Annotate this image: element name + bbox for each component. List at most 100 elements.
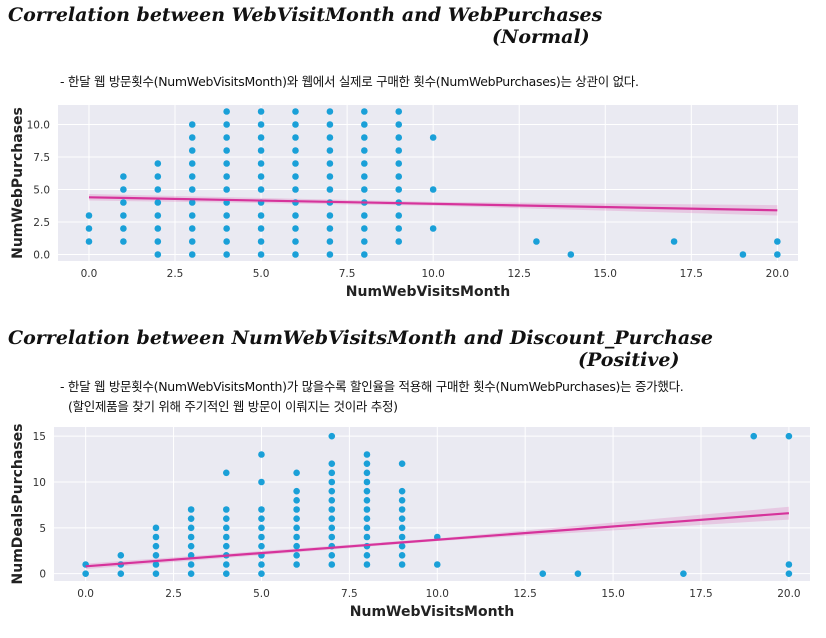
chart2-point [222, 561, 230, 568]
chart1-point [120, 186, 127, 193]
chart1-point [533, 238, 540, 245]
chart2-point [293, 469, 300, 477]
chart2-regression-line [85, 512, 789, 568]
chart1-point [292, 121, 299, 128]
chart2-y-tick-label: 0 [39, 569, 46, 581]
chart2-point [187, 524, 195, 532]
chart2-x-tick-label: 10.0 [426, 588, 449, 600]
chart1-x-tick-label: 0.0 [81, 268, 98, 280]
chart2-point [363, 524, 371, 532]
chart1-point [223, 251, 230, 258]
chart1-point [154, 173, 162, 180]
chart1-point [395, 212, 403, 219]
chart1-x-tick-label: 7.5 [339, 268, 356, 280]
chart1-point [257, 225, 265, 232]
chart2-point [222, 524, 230, 532]
chart2-point [152, 561, 160, 568]
chart1-point [739, 251, 747, 258]
chart2-x-tick-label: 12.5 [513, 588, 536, 600]
chart2-point [328, 497, 336, 504]
chart2-point [328, 533, 336, 541]
chart2-point [363, 515, 371, 522]
chart1-point [670, 238, 678, 245]
chart2-y-tick-label: 5 [39, 523, 46, 535]
chart1-point [567, 251, 575, 258]
chart1-point [292, 160, 299, 167]
chart2-note-line2: (할인제품을 찾기 위해 주기적인 웹 방문이 이뤄지는 것이라 추정) [68, 399, 398, 414]
chart2-point [258, 451, 265, 458]
chart1-point [292, 134, 299, 141]
chart1-point [326, 147, 334, 154]
chart1-point [361, 147, 368, 154]
chart1-point [120, 173, 127, 180]
chart2-point [222, 469, 230, 477]
chart1-y-tick-label: 7.5 [33, 152, 50, 164]
chart2-point [363, 552, 371, 559]
chart2-point [187, 533, 195, 541]
chart1-point [154, 186, 162, 193]
chart1-point [395, 134, 403, 141]
chart2-point [258, 506, 265, 513]
chart1-point [188, 251, 196, 258]
chart2-point [152, 533, 160, 541]
chart2-point [785, 432, 793, 440]
chart2-point [398, 542, 406, 550]
chart1-point [85, 238, 93, 245]
chart2-point [152, 570, 160, 577]
chart2-point [258, 478, 265, 486]
chart1-point [361, 225, 368, 232]
chart1-point [395, 225, 403, 232]
chart2-point [187, 542, 195, 550]
chart2-x-tick-label: 5.0 [253, 588, 270, 600]
chart2-point [328, 506, 336, 513]
chart2-point [258, 515, 265, 522]
chart1-point [395, 147, 403, 154]
chart2-x-tick-label: 2.5 [165, 588, 182, 600]
chart1-point [257, 160, 265, 167]
chart1-point [326, 212, 334, 219]
chart1-point [154, 212, 162, 219]
chart1-point [361, 134, 368, 141]
chart2-point [785, 570, 793, 577]
chart2-y-tick-label: 15 [33, 431, 46, 443]
chart2-point [363, 497, 371, 504]
chart1-point [395, 173, 403, 180]
chart2-point [187, 570, 195, 577]
chart2-point [328, 460, 336, 467]
chart1-point [188, 225, 196, 232]
chart1-x-tick-label: 12.5 [508, 268, 531, 280]
chart2-point [680, 570, 687, 577]
chart1-point [85, 225, 93, 232]
chart2-point [258, 570, 265, 577]
chart1-point [395, 186, 403, 193]
chart2-point [293, 506, 300, 513]
chart2-point [258, 524, 265, 532]
chart1-point [257, 212, 265, 219]
chart2-point [293, 552, 300, 559]
chart2-point [433, 561, 441, 568]
chart2-point [363, 469, 371, 477]
chart2-point [293, 561, 300, 568]
chart2-plot-area [54, 427, 810, 581]
chart1-title-line2: (Normal) [492, 26, 590, 48]
chart1-point [257, 186, 265, 193]
chart1-point [292, 108, 299, 115]
chart2-note-line1: - 한달 웹 방문횟수(NumWebVisitsMonth)가 많을수록 할인율… [60, 379, 684, 394]
chart1-point [188, 147, 196, 154]
chart1-x-tick-label: 17.5 [680, 268, 703, 280]
chart2-point [187, 506, 195, 513]
chart2-point [117, 570, 125, 577]
chart1-point [223, 238, 230, 245]
chart1-point [361, 251, 368, 258]
chart2-point [258, 542, 265, 550]
chart2-point [398, 506, 406, 513]
chart1-point [257, 251, 265, 258]
chart1-point [361, 238, 368, 245]
chart2-point [328, 432, 336, 440]
chart2-point [398, 497, 406, 504]
chart1-point [223, 225, 230, 232]
chart2-point [398, 533, 406, 541]
chart2-point [328, 552, 336, 559]
chart2-point [328, 487, 336, 495]
chart2-point [293, 533, 300, 541]
